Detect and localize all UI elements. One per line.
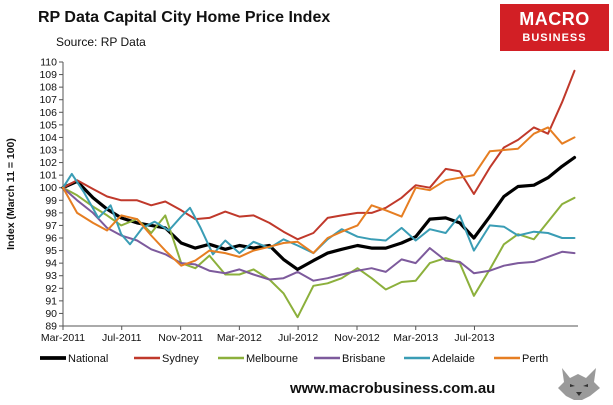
series-line-national [61, 155, 577, 271]
x-tick-label: Nov-2012 [334, 332, 380, 344]
y-tick-label: 92 [45, 283, 57, 295]
x-tick-label: Jul-2011 [102, 332, 142, 344]
chart-title: RP Data Capital City Home Price Index [38, 9, 331, 26]
site-url[interactable]: www.macrobusiness.com.au [290, 380, 496, 397]
legend-label-perth: Perth [522, 353, 548, 365]
y-tick-label: 101 [39, 170, 57, 182]
chart-source: Source: RP Data [56, 35, 146, 49]
legend-label-national: National [68, 353, 108, 365]
logo-top-text: MACRO [519, 9, 590, 29]
legend-label-adelaide: Adelaide [432, 353, 475, 365]
y-tick-label: 102 [39, 157, 57, 169]
y-tick-label: 110 [40, 57, 57, 69]
series-line-perth [62, 126, 576, 267]
y-tick-label: 108 [39, 82, 57, 94]
y-tick-label: 99 [45, 195, 57, 207]
x-tick-label: Mar-2012 [217, 332, 262, 344]
y-tick-label: 91 [45, 295, 57, 307]
y-tick-label: 89 [45, 321, 57, 333]
y-tick-label: 97 [45, 220, 57, 232]
legend-label-sydney: Sydney [162, 353, 199, 365]
y-tick-label: 94 [45, 258, 57, 270]
y-tick-label: 104 [39, 132, 57, 144]
x-tick-label: Jul-2012 [278, 332, 318, 344]
series-line-adelaide [62, 172, 576, 256]
macrobusiness-logo[interactable]: MACRO BUSINESS [500, 4, 609, 51]
y-tick-label: 106 [39, 107, 57, 119]
legend-label-melbourne: Melbourne [246, 353, 298, 365]
y-tick-label: 107 [39, 94, 57, 106]
x-tick-label: Mar-2013 [393, 332, 438, 344]
x-tick-label: Nov-2011 [158, 332, 203, 344]
y-tick-label: 93 [45, 270, 57, 282]
y-tick-label: 109 [39, 69, 57, 81]
x-tick-label: Jul-2013 [454, 332, 494, 344]
x-tick-label: Mar-2011 [41, 332, 85, 344]
wolf-icon [558, 368, 600, 400]
y-tick-label: 90 [45, 308, 57, 320]
series-line-brisbane [62, 186, 576, 282]
y-tick-label: 100 [39, 182, 57, 194]
y-axis-label: Index (March 11 = 100) [5, 138, 17, 250]
series-line-sydney [62, 69, 576, 241]
legend-label-brisbane: Brisbane [342, 353, 385, 365]
y-tick-label: 103 [39, 145, 57, 157]
y-tick-label: 96 [45, 233, 57, 245]
y-tick-label: 98 [45, 207, 57, 219]
y-tick-label: 95 [45, 245, 57, 257]
logo-bottom-text: BUSINESS [522, 32, 587, 44]
y-tick-label: 105 [39, 119, 57, 131]
series-line-melbourne [62, 186, 576, 319]
